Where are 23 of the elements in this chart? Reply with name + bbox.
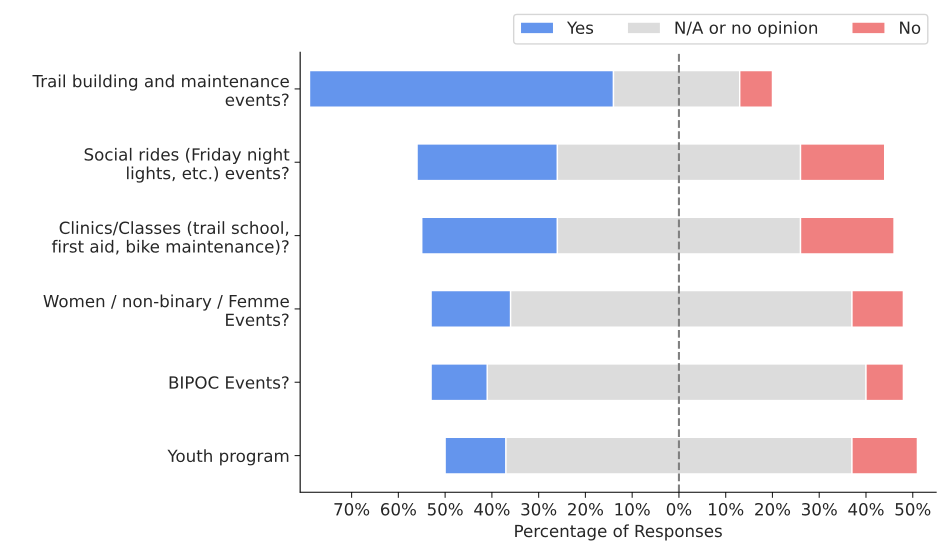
x-tick-label: 70% <box>334 502 370 516</box>
x-tick-label: 50% <box>896 502 930 516</box>
x-tick-label: 10% <box>709 502 744 516</box>
x-tick-label: 40% <box>848 502 884 516</box>
y-tick-label: Clinics/Classes (trail school, first aid, bike maintenance)? <box>52 221 289 255</box>
x-tick-label: 0% <box>666 502 692 516</box>
y-tick-label: Youth program <box>167 449 288 466</box>
y-tick-label: Trail building and maintenance events? <box>32 74 289 106</box>
x-tick-label: 50% <box>428 502 463 516</box>
legend-label: No <box>900 22 920 34</box>
x-tick-label: 60% <box>381 502 416 516</box>
x-tick-label: 30% <box>521 502 556 516</box>
x-tick-label: 40% <box>474 502 510 516</box>
y-tick-label: BIPOC Events? <box>170 376 289 389</box>
x-axis-title: Percentage of Responses <box>515 524 722 540</box>
x-tick-label: 20% <box>568 502 604 516</box>
y-tick-label: Social rides (Friday night lights, etc.) events? <box>84 148 290 183</box>
x-tick-label: 30% <box>802 502 837 516</box>
x-tick-label: 20% <box>755 502 790 516</box>
y-tick-label: Women / non-binary / Femme Events? <box>43 294 289 326</box>
legend-label: N/A or no opinion <box>676 21 818 38</box>
legend-label: Yes <box>566 22 594 34</box>
x-tick-label: 10% <box>615 502 650 516</box>
